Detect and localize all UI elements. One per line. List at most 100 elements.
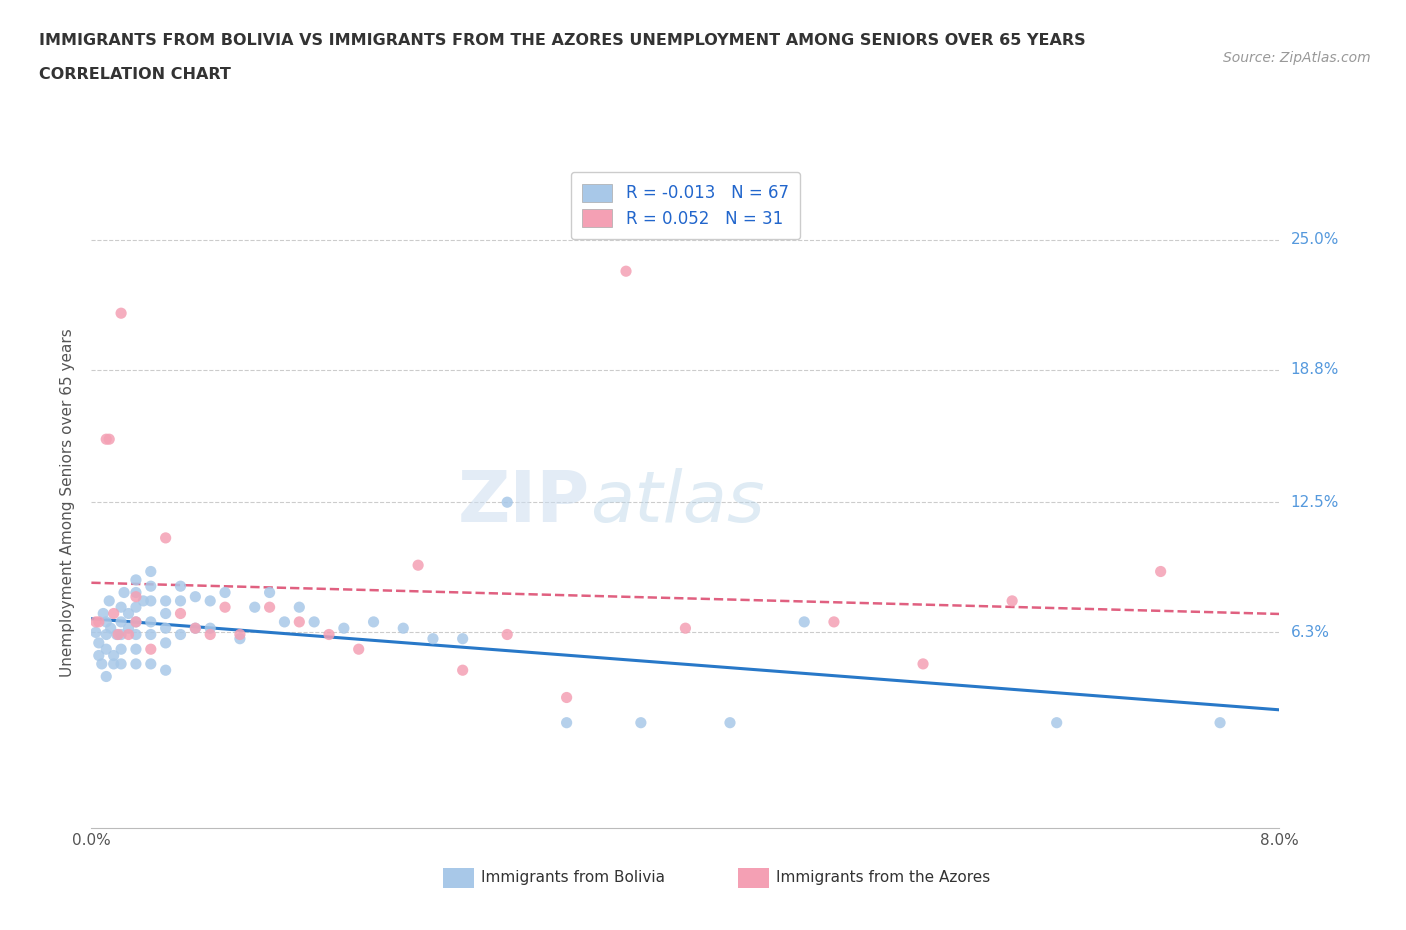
Point: [823, 615, 845, 630]
Point: [184, 590, 207, 604]
Point: [155, 635, 177, 650]
Text: 25.0%: 25.0%: [1291, 232, 1339, 247]
Point: [132, 593, 155, 608]
Point: [155, 606, 177, 621]
Point: [139, 565, 162, 579]
Point: [169, 593, 191, 608]
Point: [125, 657, 148, 671]
Point: [155, 593, 177, 608]
Point: [1149, 565, 1171, 579]
Point: [107, 627, 129, 642]
Point: [87, 648, 110, 663]
Point: [1001, 593, 1024, 608]
Legend: R = -0.013   N = 67, R = 0.052   N = 31: R = -0.013 N = 67, R = 0.052 N = 31: [571, 172, 800, 239]
Point: [392, 620, 415, 635]
Text: 12.5%: 12.5%: [1291, 495, 1339, 510]
Point: [105, 627, 128, 642]
Text: atlas: atlas: [591, 468, 765, 537]
Point: [555, 690, 578, 705]
Point: [259, 600, 281, 615]
Text: 18.8%: 18.8%: [1291, 363, 1339, 378]
Point: [125, 573, 148, 588]
Point: [259, 585, 281, 600]
Point: [139, 593, 162, 608]
Point: [110, 306, 132, 321]
Point: [96, 615, 118, 630]
Point: [110, 642, 132, 657]
Point: [169, 627, 191, 642]
Point: [214, 600, 236, 615]
Point: [96, 669, 118, 684]
Text: Immigrants from Bolivia: Immigrants from Bolivia: [481, 870, 665, 885]
Point: [614, 264, 637, 279]
Point: [125, 590, 148, 604]
Point: [184, 620, 207, 635]
Point: [555, 715, 578, 730]
Point: [98, 593, 121, 608]
Point: [84, 625, 107, 640]
Text: CORRELATION CHART: CORRELATION CHART: [39, 67, 231, 82]
Point: [184, 620, 207, 635]
Point: [90, 657, 112, 671]
Point: [288, 600, 311, 615]
Point: [112, 585, 135, 600]
Point: [139, 615, 162, 630]
Point: [422, 631, 444, 646]
Text: IMMIGRANTS FROM BOLIVIA VS IMMIGRANTS FROM THE AZORES UNEMPLOYMENT AMONG SENIORS: IMMIGRANTS FROM BOLIVIA VS IMMIGRANTS FR…: [39, 33, 1085, 47]
Point: [451, 663, 474, 678]
Point: [125, 642, 148, 657]
Text: ZIP: ZIP: [458, 468, 591, 537]
Point: [302, 615, 325, 630]
Point: [200, 620, 222, 635]
Point: [496, 627, 519, 642]
Point: [718, 715, 741, 730]
Point: [200, 627, 222, 642]
Text: 6.3%: 6.3%: [1291, 625, 1330, 640]
Point: [155, 530, 177, 545]
Point: [96, 642, 118, 657]
Point: [1046, 715, 1069, 730]
Point: [1209, 715, 1232, 730]
Point: [103, 657, 125, 671]
Point: [273, 615, 295, 630]
Point: [673, 620, 696, 635]
Point: [125, 585, 148, 600]
Point: [103, 606, 125, 621]
Point: [333, 620, 356, 635]
Text: Source: ZipAtlas.com: Source: ZipAtlas.com: [1223, 51, 1371, 65]
Point: [139, 578, 162, 593]
Point: [139, 657, 162, 671]
Point: [363, 615, 385, 630]
Point: [139, 642, 162, 657]
Point: [125, 615, 148, 630]
Point: [229, 627, 252, 642]
Point: [243, 600, 266, 615]
Y-axis label: Unemployment Among Seniors over 65 years: Unemployment Among Seniors over 65 years: [60, 328, 76, 677]
Point: [155, 663, 177, 678]
Point: [169, 578, 191, 593]
Text: Immigrants from the Azores: Immigrants from the Azores: [776, 870, 990, 885]
Point: [87, 615, 110, 630]
Point: [125, 627, 148, 642]
Point: [100, 620, 122, 635]
Point: [630, 715, 652, 730]
Point: [229, 631, 252, 646]
Point: [139, 627, 162, 642]
Point: [96, 627, 118, 642]
Point: [169, 606, 191, 621]
Point: [911, 657, 934, 671]
Point: [117, 620, 139, 635]
Point: [451, 631, 474, 646]
Point: [214, 585, 236, 600]
Point: [793, 615, 815, 630]
Point: [288, 615, 311, 630]
Point: [110, 657, 132, 671]
Point: [125, 600, 148, 615]
Point: [125, 615, 148, 630]
Point: [318, 627, 340, 642]
Point: [103, 648, 125, 663]
Point: [110, 600, 132, 615]
Point: [98, 432, 121, 446]
Point: [110, 615, 132, 630]
Point: [87, 635, 110, 650]
